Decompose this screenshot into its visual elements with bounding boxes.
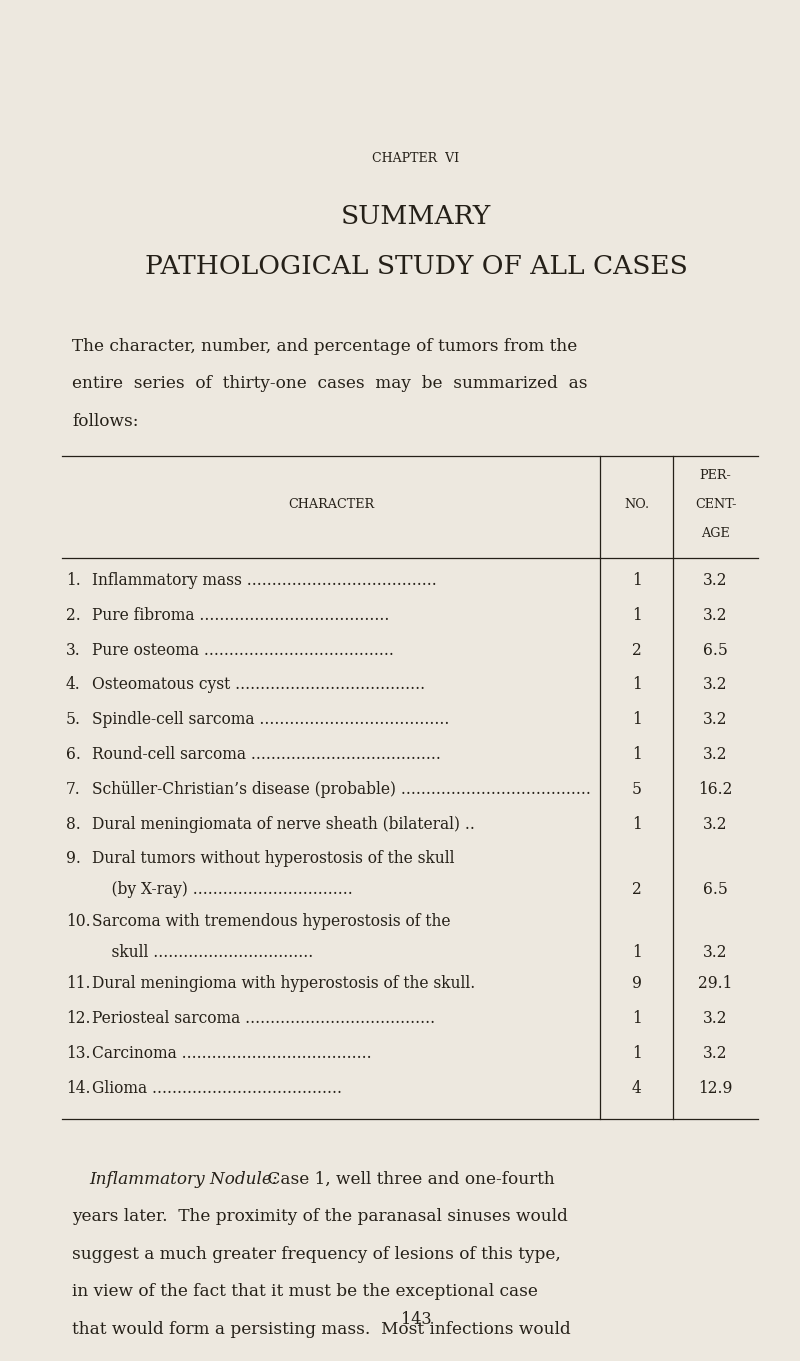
Text: 29.1: 29.1: [698, 976, 733, 992]
Text: skull ................................: skull ................................: [92, 943, 314, 961]
Text: that would form a persisting mass.  Most infections would: that would form a persisting mass. Most …: [72, 1320, 570, 1338]
Text: 3.2: 3.2: [703, 676, 728, 693]
Text: 3.2: 3.2: [703, 572, 728, 589]
Text: 12.9: 12.9: [698, 1079, 733, 1097]
Text: Glioma ......................................: Glioma .................................…: [92, 1079, 342, 1097]
Text: 5: 5: [631, 781, 642, 798]
Text: Spindle-cell sarcoma ......................................: Spindle-cell sarcoma ...................…: [92, 712, 450, 728]
Text: Dural meningiomata of nerve sheath (bilateral) ..: Dural meningiomata of nerve sheath (bila…: [92, 815, 475, 833]
Text: 8.: 8.: [66, 815, 81, 833]
Text: Case 1, well three and one-fourth: Case 1, well three and one-fourth: [262, 1170, 554, 1188]
Text: Dural tumors without hyperostosis of the skull: Dural tumors without hyperostosis of the…: [92, 851, 454, 867]
Text: 2.: 2.: [66, 607, 81, 623]
Text: 10.: 10.: [66, 913, 90, 930]
Text: Dural meningioma with hyperostosis of the skull.: Dural meningioma with hyperostosis of th…: [92, 976, 475, 992]
Text: 5.: 5.: [66, 712, 81, 728]
Text: follows:: follows:: [72, 412, 138, 430]
Text: 3.2: 3.2: [703, 1045, 728, 1062]
Text: Sarcoma with tremendous hyperostosis of the: Sarcoma with tremendous hyperostosis of …: [92, 913, 450, 930]
Text: 3.2: 3.2: [703, 746, 728, 764]
Text: 1: 1: [632, 1045, 642, 1062]
Text: 1.: 1.: [66, 572, 81, 589]
Text: 6.5: 6.5: [703, 881, 728, 898]
Text: 4: 4: [632, 1079, 642, 1097]
Text: 143: 143: [401, 1311, 431, 1328]
Text: AGE: AGE: [701, 527, 730, 540]
Text: Round-cell sarcoma ......................................: Round-cell sarcoma .....................…: [92, 746, 441, 764]
Text: 3.2: 3.2: [703, 815, 728, 833]
Text: 9: 9: [631, 976, 642, 992]
Text: CHARACTER: CHARACTER: [288, 498, 374, 510]
Text: 12.: 12.: [66, 1010, 90, 1028]
Text: CENT-: CENT-: [695, 498, 736, 510]
Text: 3.2: 3.2: [703, 943, 728, 961]
Text: 1: 1: [632, 746, 642, 764]
Text: (by X-ray) ................................: (by X-ray) .............................…: [92, 881, 353, 898]
Text: years later.  The proximity of the paranasal sinuses would: years later. The proximity of the parana…: [72, 1209, 568, 1225]
Text: Pure osteoma ......................................: Pure osteoma ...........................…: [92, 641, 394, 659]
Text: SUMMARY: SUMMARY: [341, 204, 491, 229]
Text: 6.5: 6.5: [703, 641, 728, 659]
Text: 1: 1: [632, 712, 642, 728]
Text: 1: 1: [632, 1010, 642, 1028]
Text: 1: 1: [632, 676, 642, 693]
Text: 1: 1: [632, 815, 642, 833]
Text: 1: 1: [632, 607, 642, 623]
Text: 3.: 3.: [66, 641, 81, 659]
Text: PATHOLOGICAL STUDY OF ALL CASES: PATHOLOGICAL STUDY OF ALL CASES: [145, 255, 687, 279]
Text: entire  series  of  thirty-one  cases  may  be  summarized  as: entire series of thirty-one cases may be…: [72, 376, 587, 392]
Text: NO.: NO.: [624, 498, 649, 510]
Text: 7.: 7.: [66, 781, 81, 798]
Text: 9.: 9.: [66, 851, 81, 867]
Text: 1: 1: [632, 943, 642, 961]
Text: 6.: 6.: [66, 746, 81, 764]
Text: Osteomatous cyst ......................................: Osteomatous cyst .......................…: [92, 676, 425, 693]
Text: 3.2: 3.2: [703, 1010, 728, 1028]
Text: 3.2: 3.2: [703, 712, 728, 728]
Text: Inflammatory mass ......................................: Inflammatory mass ......................…: [92, 572, 437, 589]
Text: 2: 2: [632, 641, 642, 659]
Text: CHAPTER  VI: CHAPTER VI: [373, 152, 459, 165]
Text: Inflammatory Nodule:: Inflammatory Nodule:: [89, 1170, 278, 1188]
Text: Schüller-Christian’s disease (probable) ......................................: Schüller-Christian’s disease (probable) …: [92, 781, 591, 798]
Text: 16.2: 16.2: [698, 781, 733, 798]
Text: Pure fibroma ......................................: Pure fibroma ...........................…: [92, 607, 390, 623]
Text: 11.: 11.: [66, 976, 90, 992]
Text: in view of the fact that it must be the exceptional case: in view of the fact that it must be the …: [72, 1283, 538, 1300]
Text: 2: 2: [632, 881, 642, 898]
Text: The character, number, and percentage of tumors from the: The character, number, and percentage of…: [72, 338, 578, 355]
Text: 4.: 4.: [66, 676, 81, 693]
Text: suggest a much greater frequency of lesions of this type,: suggest a much greater frequency of lesi…: [72, 1245, 561, 1263]
Text: 3.2: 3.2: [703, 607, 728, 623]
Text: Carcinoma ......................................: Carcinoma ..............................…: [92, 1045, 372, 1062]
Text: 14.: 14.: [66, 1079, 90, 1097]
Text: PER-: PER-: [700, 470, 731, 482]
Text: 13.: 13.: [66, 1045, 90, 1062]
Text: Periosteal sarcoma ......................................: Periosteal sarcoma .....................…: [92, 1010, 435, 1028]
Text: 1: 1: [632, 572, 642, 589]
